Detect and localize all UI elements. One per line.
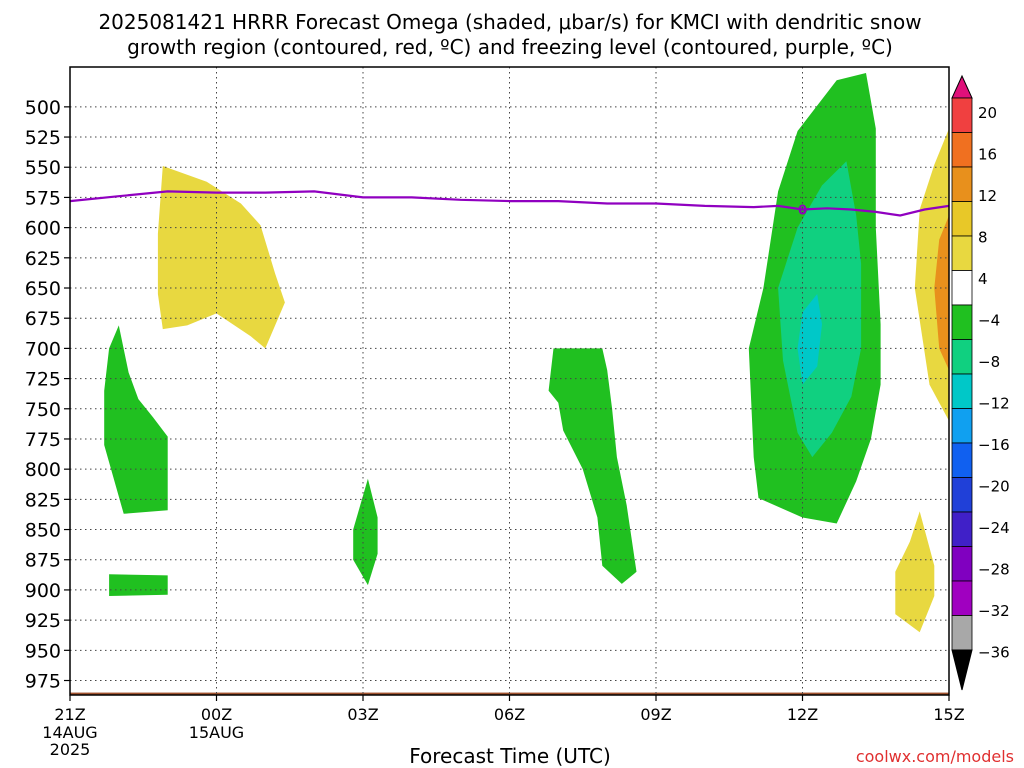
terrain-fill — [70, 692, 949, 695]
colorbar-box-12 — [951, 511, 973, 547]
omega-region-D — [353, 478, 378, 586]
omega-region-J — [934, 215, 949, 371]
y-tick-label-750: 750 — [25, 399, 61, 421]
x-tick-label-21Z: 21Z — [54, 705, 85, 724]
y-tick-label-650: 650 — [25, 278, 61, 300]
freezing-level-contour: 0 — [69, 190, 950, 219]
y-tick-label-925: 925 — [25, 610, 61, 632]
colorbar-box-5 — [951, 270, 973, 306]
x-tick-label-03Z: 03Z — [347, 705, 378, 724]
omega-region-C — [109, 574, 168, 596]
colorbar-label-3: 8 — [978, 229, 988, 247]
colorbar-label-2: 12 — [978, 187, 997, 205]
y-tick-label-850: 850 — [25, 520, 61, 542]
colorbar-label-10: −24 — [978, 519, 1010, 537]
y-tick-label-575: 575 — [25, 187, 61, 209]
colorbar-box-10 — [951, 442, 973, 478]
y-tick-label-600: 600 — [25, 218, 61, 240]
y-tick-label-525: 525 — [25, 127, 61, 149]
colorbar-label-4: 4 — [978, 270, 988, 288]
x-tick-sublabel-2025: 2025 — [50, 740, 91, 759]
colorbar-label-0: 20 — [978, 104, 997, 122]
x-tick-label-12Z: 12Z — [787, 705, 818, 724]
chart-title-line2: growth region (contoured, red, ºC) and f… — [127, 35, 893, 59]
omega-region-A — [157, 166, 285, 349]
y-tick-label-500: 500 — [25, 97, 61, 119]
y-tick-label-700: 700 — [25, 338, 61, 360]
colorbar-box-14 — [951, 580, 973, 616]
terrain-band — [70, 692, 949, 695]
y-tick-label-875: 875 — [25, 550, 61, 572]
y-tick-label-900: 900 — [25, 580, 61, 602]
x-axis-title: Forecast Time (UTC) — [409, 744, 611, 768]
colorbar-box-7 — [951, 339, 973, 375]
colorbar-label-11: −28 — [978, 561, 1010, 579]
colorbar: 20 16 12 8 4 −4 −8 −12 −16 −20 −24 −28 −32 −36 — [951, 74, 1010, 691]
colorbar-top-triangle — [951, 74, 973, 99]
colorbar-box-11 — [951, 477, 973, 513]
colorbar-box-3 — [951, 201, 973, 237]
x-tick-sublabel-14AUG: 14AUG — [42, 723, 97, 742]
colorbar-label-1: 16 — [978, 146, 997, 164]
y-tick-label-775: 775 — [25, 429, 61, 451]
y-tick-label-550: 550 — [25, 157, 61, 179]
colorbar-box-0 — [951, 97, 973, 133]
x-tick-label-00Z: 00Z — [201, 705, 232, 724]
colorbar-bottom-triangle — [951, 649, 973, 691]
colorbar-box-6 — [951, 304, 973, 340]
shaded-omega-regions — [104, 73, 949, 633]
credit-text: coolwx.com/models — [856, 747, 1014, 766]
y-tick-label-725: 725 — [25, 369, 61, 391]
colorbar-box-1 — [951, 132, 973, 168]
x-tick-label-09Z: 09Z — [640, 705, 671, 724]
colorbar-label-9: −20 — [978, 478, 1010, 496]
y-tick-label-950: 950 — [25, 640, 61, 662]
colorbar-label-12: −32 — [978, 602, 1010, 620]
omega-region-E — [548, 348, 637, 584]
x-tick-label-15Z: 15Z — [933, 705, 964, 724]
y-tick-label-625: 625 — [25, 248, 61, 270]
x-tick-sublabel-15AUG: 15AUG — [189, 723, 244, 742]
colorbar-box-13 — [951, 546, 973, 582]
freezing-level-label: 0 — [798, 204, 807, 219]
colorbar-box-2 — [951, 166, 973, 202]
colorbar-label-13: −36 — [978, 644, 1010, 662]
colorbar-box-4 — [951, 235, 973, 271]
y-tick-label-800: 800 — [25, 459, 61, 481]
y-tick-label-675: 675 — [25, 308, 61, 330]
colorbar-label-6: −8 — [978, 353, 1000, 371]
omega-region-B — [104, 325, 168, 514]
colorbar-box-9 — [951, 408, 973, 444]
omega-region-H — [797, 294, 822, 385]
colorbar-box-8 — [951, 373, 973, 409]
y-axis: 500 525 550 575 600 625 650 675 700 725 750 775 800 8… — [25, 97, 70, 693]
freezing-level-line — [69, 190, 950, 217]
chart-title-line1: 2025081421 HRRR Forecast Omega (shaded, … — [98, 10, 921, 34]
colorbar-label-5: −4 — [978, 312, 1000, 330]
omega-region-K — [895, 511, 935, 633]
colorbar-label-8: −16 — [978, 436, 1010, 454]
colorbar-box-15 — [951, 615, 973, 651]
y-tick-label-825: 825 — [25, 489, 61, 511]
colorbar-label-7: −12 — [978, 395, 1010, 413]
y-tick-label-975: 975 — [25, 671, 61, 693]
x-tick-label-06Z: 06Z — [494, 705, 525, 724]
